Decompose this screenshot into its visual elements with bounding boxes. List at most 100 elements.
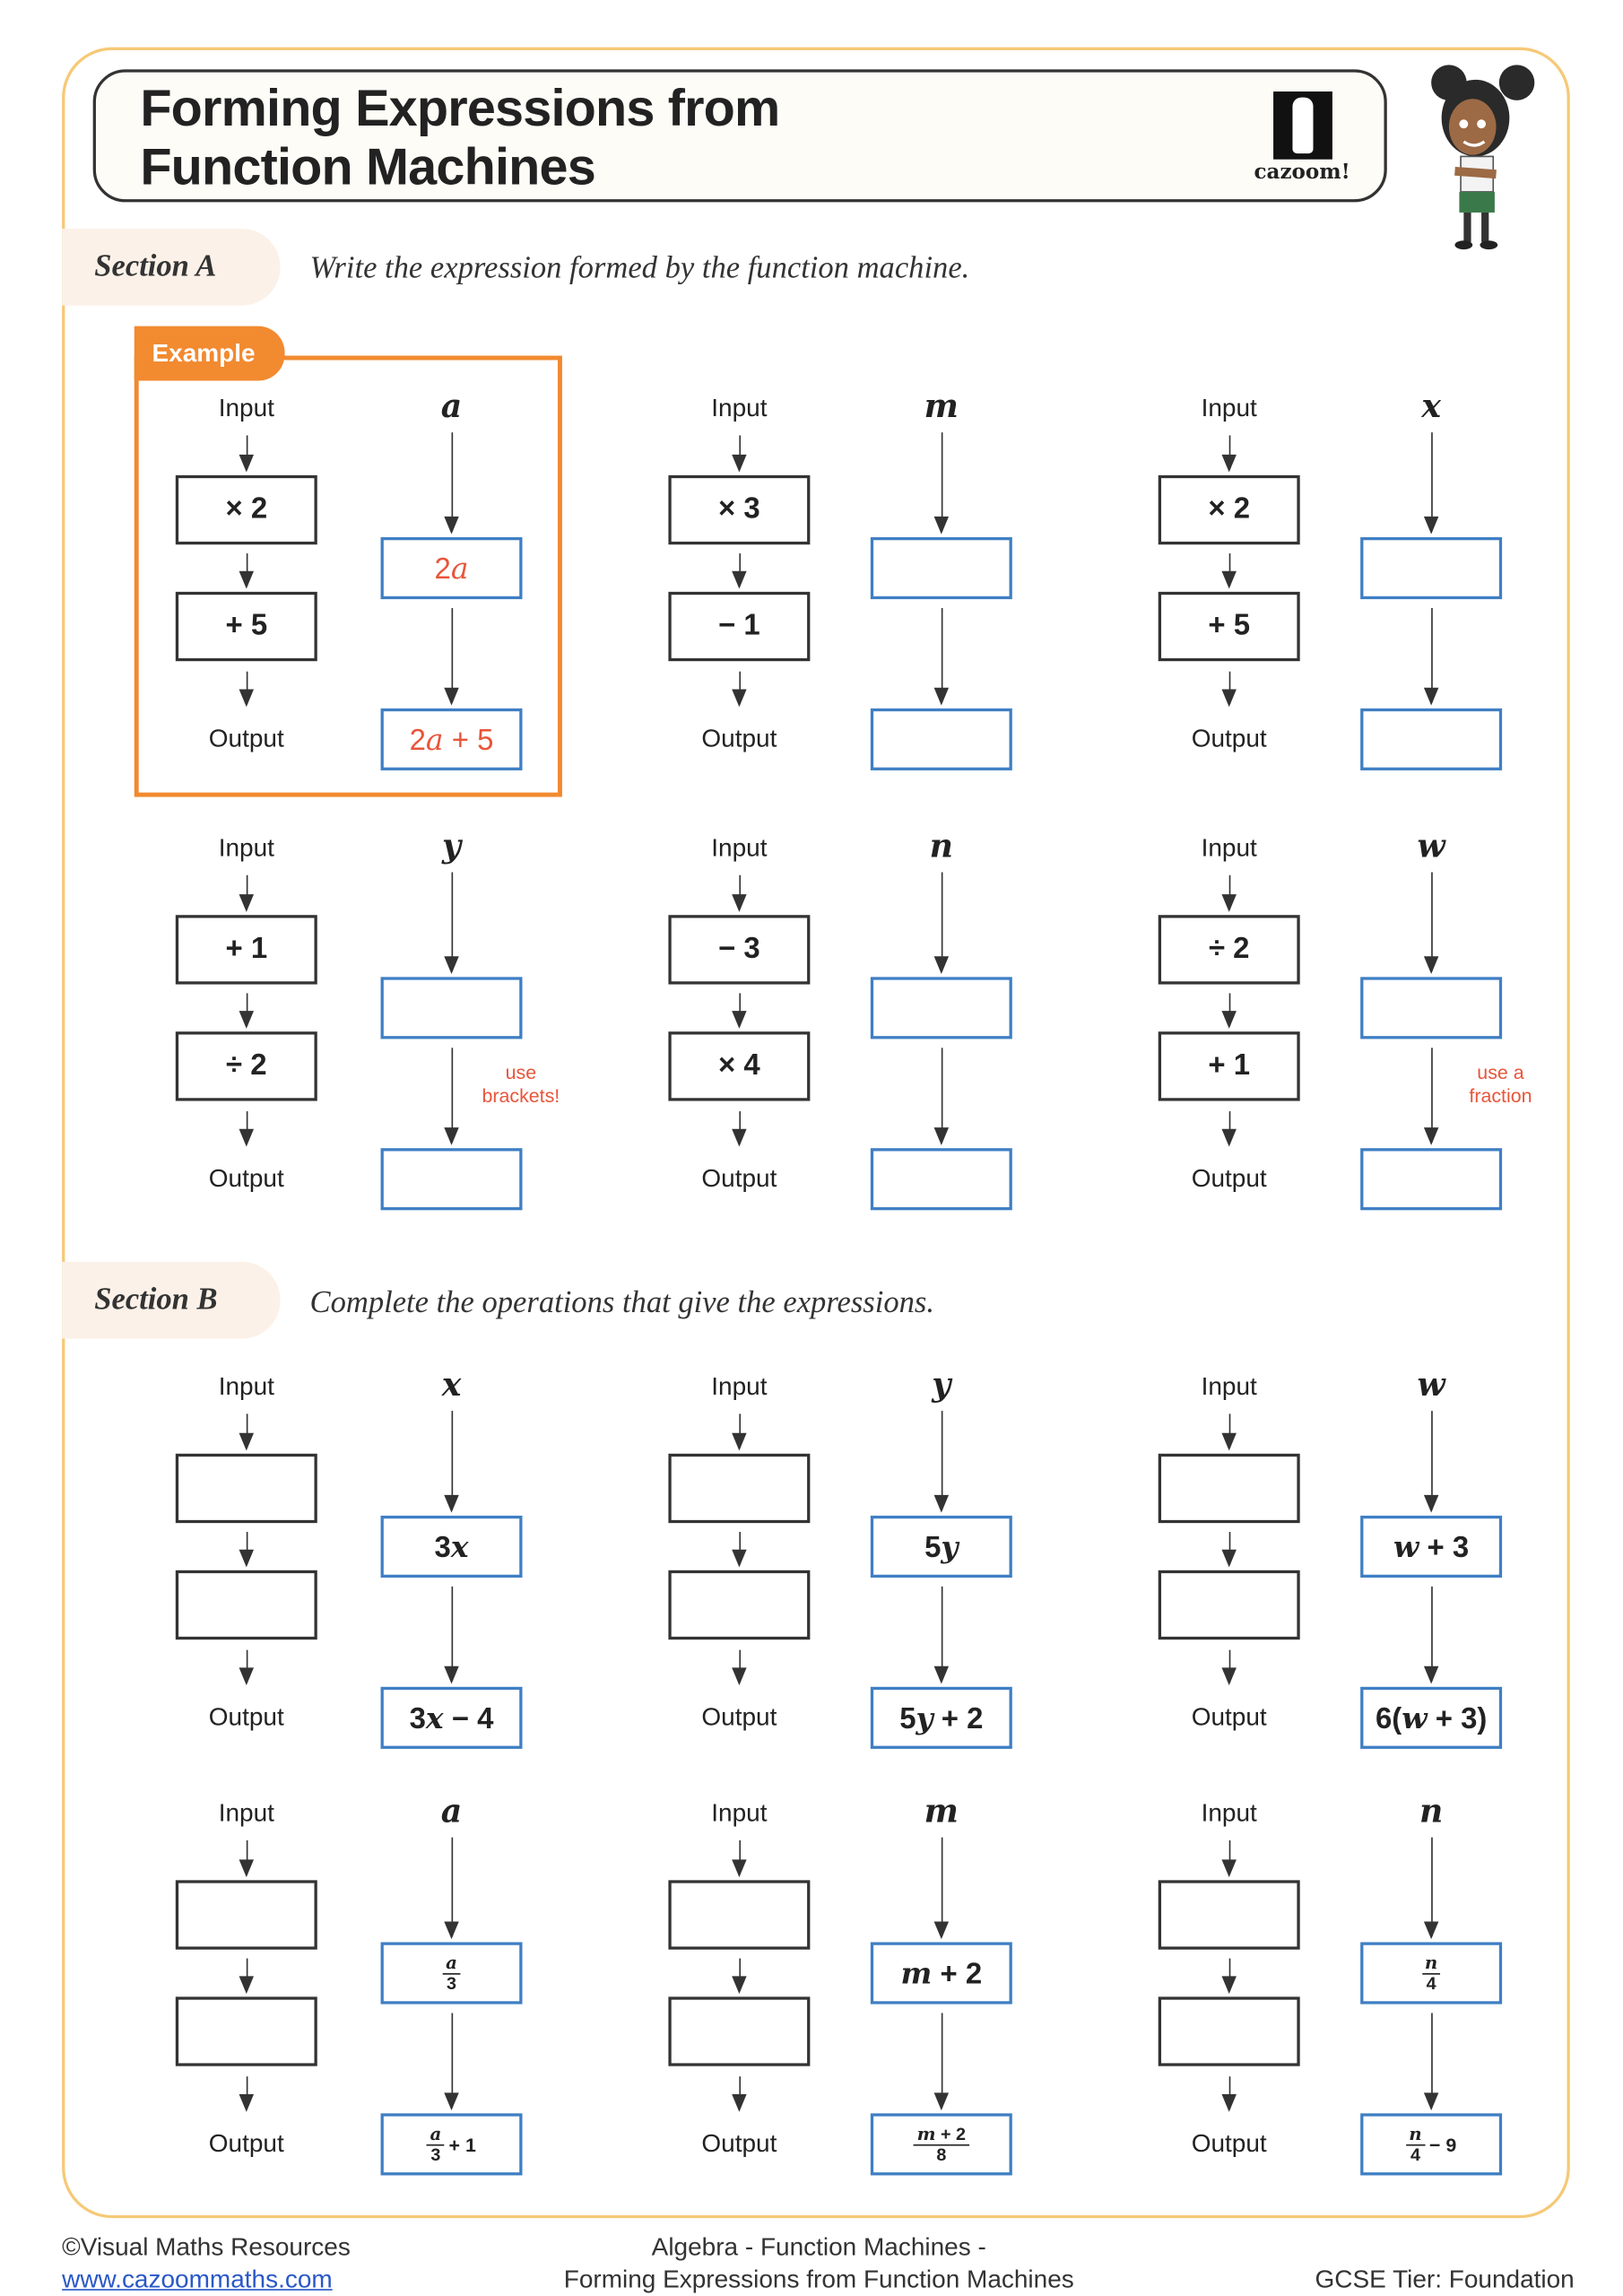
input-variable: x bbox=[1421, 387, 1441, 427]
operation-box: ÷ 2 bbox=[1158, 915, 1300, 985]
section-b-label: Section B bbox=[62, 1261, 281, 1339]
operation-answer-box[interactable] bbox=[175, 1880, 317, 1950]
operation-answer-box[interactable] bbox=[668, 1570, 811, 1640]
down-arrow-icon bbox=[1221, 1839, 1237, 1878]
section-a-label-text: Section A bbox=[94, 248, 217, 283]
down-arrow-icon bbox=[239, 1413, 255, 1451]
down-arrow-icon bbox=[1423, 1837, 1439, 1940]
title-line-2: Function Machines bbox=[140, 138, 595, 196]
expression-text: 3x bbox=[434, 1527, 469, 1564]
hint-line: brackets! bbox=[482, 1084, 560, 1108]
given-expression: m + 2 bbox=[870, 1942, 1012, 2005]
example-expression: 2a bbox=[380, 536, 523, 600]
down-arrow-icon bbox=[239, 1649, 255, 1686]
down-arrow-icon bbox=[1221, 993, 1237, 1029]
expression-answer-box[interactable] bbox=[380, 1148, 523, 1211]
hint-note: use brackets! bbox=[455, 1061, 587, 1109]
expression-text: 3x − 4 bbox=[409, 1699, 494, 1735]
given-expression: 5y bbox=[870, 1515, 1012, 1578]
operation-box: + 5 bbox=[175, 591, 317, 662]
operation-answer-box[interactable] bbox=[1158, 1453, 1300, 1524]
example-tab: Example bbox=[134, 326, 285, 381]
hint-line: use bbox=[505, 1061, 537, 1083]
input-label: Input bbox=[711, 1798, 768, 1828]
website-link[interactable]: www.cazoommaths.com bbox=[62, 2265, 333, 2294]
section-a-instruction: Write the expression formed by the funct… bbox=[309, 249, 970, 285]
operation-answer-box[interactable] bbox=[1158, 1996, 1300, 2066]
down-arrow-icon bbox=[732, 1839, 747, 1878]
given-expression: n 4− 9 bbox=[1360, 2113, 1503, 2176]
down-arrow-icon bbox=[1221, 435, 1237, 473]
down-arrow-icon bbox=[732, 1111, 747, 1147]
down-arrow-icon bbox=[933, 1586, 950, 1684]
input-label: Input bbox=[711, 394, 768, 422]
down-arrow-icon bbox=[239, 993, 255, 1029]
operation-answer-box[interactable] bbox=[175, 1996, 317, 2066]
output-label: Output bbox=[1191, 1164, 1267, 1193]
input-label: Input bbox=[218, 394, 274, 422]
input-label: Input bbox=[218, 1798, 274, 1828]
down-arrow-icon bbox=[239, 1958, 255, 1995]
given-expression: 3x − 4 bbox=[380, 1686, 523, 1749]
operation-answer-box[interactable] bbox=[175, 1570, 317, 1640]
denominator: 4 bbox=[1426, 1972, 1436, 1994]
expression-text: 5y bbox=[924, 1527, 959, 1564]
expression-answer-box[interactable] bbox=[870, 977, 1012, 1039]
numerator: n bbox=[1406, 2124, 1425, 2145]
down-arrow-icon bbox=[239, 435, 255, 473]
down-arrow-icon bbox=[444, 1411, 459, 1513]
operation-answer-box[interactable] bbox=[1158, 1880, 1300, 1950]
numerator: a bbox=[442, 1952, 461, 1974]
expression-answer-box[interactable] bbox=[1360, 977, 1503, 1039]
input-label: Input bbox=[711, 1372, 768, 1401]
input-variable: a bbox=[440, 1792, 463, 1831]
down-arrow-icon bbox=[1221, 874, 1237, 912]
given-expression: 6(w + 3) bbox=[1360, 1686, 1503, 1749]
operation-box: − 3 bbox=[668, 915, 811, 985]
expression-answer-box[interactable] bbox=[1360, 536, 1503, 600]
numerator: a bbox=[427, 2124, 445, 2145]
expression-text: 5y + 2 bbox=[899, 1699, 984, 1735]
down-arrow-icon bbox=[1423, 1586, 1439, 1684]
expression-answer-box[interactable] bbox=[380, 977, 523, 1039]
down-arrow-icon bbox=[1221, 2076, 1237, 2112]
down-arrow-icon bbox=[933, 872, 950, 975]
down-arrow-icon bbox=[1221, 671, 1237, 708]
down-arrow-icon bbox=[933, 432, 950, 535]
input-variable: m bbox=[924, 387, 959, 427]
down-arrow-icon bbox=[732, 1958, 747, 1995]
hint-line: use a bbox=[1477, 1061, 1524, 1083]
title-line-1: Forming Expressions from bbox=[140, 79, 780, 138]
denominator: 3 bbox=[447, 1972, 457, 1994]
operation-answer-box[interactable] bbox=[175, 1453, 317, 1524]
expression-answer-box[interactable] bbox=[1360, 1148, 1503, 1211]
given-expression: a 3 + 1 bbox=[380, 2113, 523, 2176]
down-arrow-icon bbox=[1423, 1411, 1439, 1513]
expression-answer-box[interactable] bbox=[1360, 708, 1503, 770]
footer-topic: Algebra - Function Machines - Forming Ex… bbox=[487, 2231, 1150, 2296]
expression-answer-box[interactable] bbox=[870, 536, 1012, 600]
input-label: Input bbox=[218, 1372, 274, 1401]
title-box bbox=[92, 69, 1387, 203]
expression-answer-box[interactable] bbox=[870, 1148, 1012, 1211]
down-arrow-icon bbox=[1423, 872, 1439, 975]
input-variable: a bbox=[440, 387, 463, 427]
down-arrow-icon bbox=[933, 607, 950, 706]
operation-answer-box[interactable] bbox=[668, 1996, 811, 2066]
expression-answer-box[interactable] bbox=[870, 708, 1012, 770]
down-arrow-icon bbox=[1221, 1958, 1237, 1995]
down-arrow-icon bbox=[444, 432, 459, 535]
operation-answer-box[interactable] bbox=[668, 1880, 811, 1950]
operation-answer-box[interactable] bbox=[1158, 1570, 1300, 1640]
operation-answer-box[interactable] bbox=[668, 1453, 811, 1524]
down-arrow-icon bbox=[444, 607, 459, 706]
input-label: Input bbox=[1201, 1372, 1257, 1401]
input-variable: m bbox=[924, 1792, 959, 1831]
output-label: Output bbox=[208, 1164, 284, 1193]
page-title: Forming Expressions from Function Machin… bbox=[140, 79, 780, 198]
